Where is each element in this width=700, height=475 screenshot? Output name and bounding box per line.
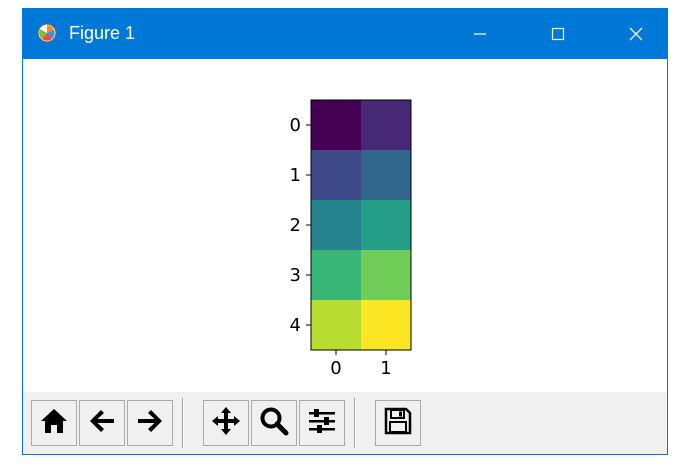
close-button[interactable] [606,9,666,59]
y-tick-label: 0 [290,115,301,136]
save-button[interactable] [375,400,421,446]
sliders-icon [306,405,338,441]
minimize-icon [473,27,487,41]
back-button[interactable] [79,400,125,446]
configure-subplots-button[interactable] [299,400,345,446]
y-tick-label: 1 [290,165,301,186]
maximize-icon [551,27,565,41]
y-tick-label: 4 [290,315,301,336]
toolbar-separator [354,398,356,448]
pan-button[interactable] [203,400,249,446]
heatmap-cell [311,100,361,150]
navigation-toolbar [23,392,667,454]
heatmap-cell [361,200,411,250]
arrow-left-icon [86,405,118,441]
floppy-disk-icon [382,405,414,441]
x-tick-label: 1 [380,358,391,379]
x-tick-label: 0 [330,358,341,379]
minimize-button[interactable] [450,9,510,59]
y-tick-label: 3 [290,265,301,286]
home-icon [38,405,70,441]
forward-button[interactable] [127,400,173,446]
figure-canvas[interactable]: 0 1 2 3 4 0 1 [23,59,667,392]
maximize-button[interactable] [528,9,588,59]
figure-window: Figure 1 0 1 2 3 4 0 1 [22,8,668,455]
arrow-right-icon [134,405,166,441]
window-title: Figure 1 [69,23,136,43]
magnifier-icon [258,405,290,441]
title-bar[interactable]: Figure 1 [23,9,667,59]
heatmap-cell [311,300,361,350]
y-tick-label: 2 [290,215,301,236]
heatmap-cell [361,150,411,200]
heatmap-cell [361,100,411,150]
heatmap-cell [311,250,361,300]
move-icon [210,405,242,441]
home-button[interactable] [31,400,77,446]
close-icon [629,27,643,41]
heatmap-cell [311,150,361,200]
toolbar-separator [182,398,184,448]
heatmap-cell [311,200,361,250]
heatmap-cell [361,250,411,300]
heatmap-cell [361,300,411,350]
heatmap-plot: 0 1 2 3 4 0 1 [290,99,412,379]
matplotlib-logo-icon [37,23,57,43]
zoom-button[interactable] [251,400,297,446]
